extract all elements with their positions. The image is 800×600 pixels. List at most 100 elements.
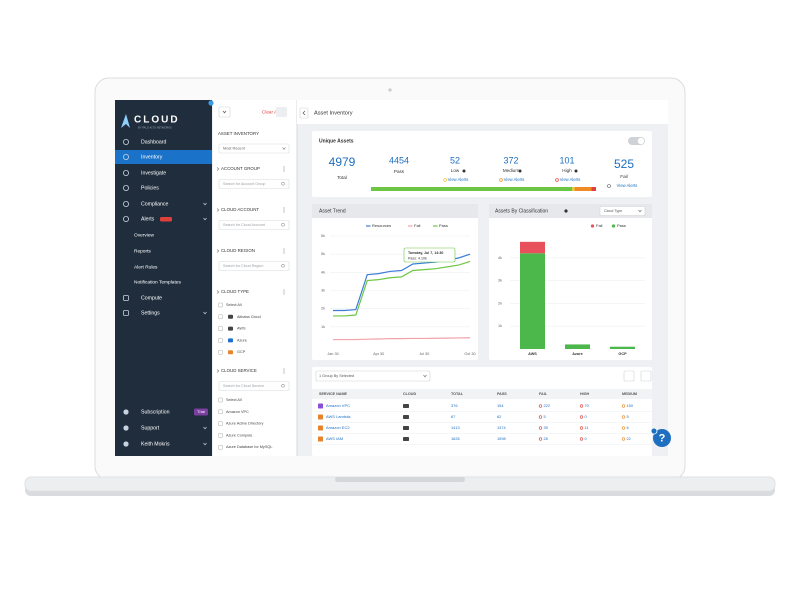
chevron-icon	[638, 209, 642, 213]
nav-icon	[123, 425, 129, 431]
view-alerts-link[interactable]: View Alerts	[448, 177, 469, 182]
clear-all[interactable]: Clear All	[262, 110, 279, 115]
group-by-select[interactable]	[315, 370, 431, 382]
checkbox[interactable]	[218, 326, 223, 331]
column-header: PASS	[497, 392, 507, 396]
metric-value: 4454	[389, 155, 409, 165]
y-tick-label: 2k	[498, 301, 502, 305]
trend-card	[312, 204, 478, 360]
cloud-icon	[228, 326, 233, 331]
search-placeholder: Search for Account Group	[223, 182, 265, 186]
service-name[interactable]: Amazon VPC	[326, 403, 350, 408]
nav-item[interactable]: Alerts	[141, 216, 155, 222]
nav-item[interactable]: Policies	[141, 185, 159, 191]
summary-bar-segment	[591, 187, 596, 191]
nav-item[interactable]: Investigate	[141, 170, 166, 176]
chevron-icon	[282, 147, 286, 150]
group-by-text: 1 Group By Selected	[319, 374, 354, 378]
checkbox[interactable]	[218, 421, 223, 426]
y-tick-label: 4k	[321, 270, 325, 274]
severity-icon	[579, 426, 584, 430]
checkbox[interactable]	[218, 409, 223, 415]
search-box[interactable]	[218, 261, 290, 271]
severity-icon	[555, 178, 559, 182]
summary-title: Unique Assets	[319, 138, 354, 144]
table-tool-button[interactable]	[640, 370, 652, 382]
legend-swatch	[611, 224, 616, 228]
search-box[interactable]	[218, 220, 290, 230]
dropdown-button[interactable]	[218, 106, 231, 118]
info-icon	[462, 169, 466, 173]
cell-count: 6	[627, 425, 629, 430]
table-tool-button[interactable]	[623, 370, 635, 382]
filter-section-title: CLOUD ACCOUNT	[221, 207, 259, 212]
nav-icon	[123, 409, 129, 415]
search-box[interactable]	[218, 381, 290, 391]
checkbox[interactable]	[218, 338, 223, 343]
cell-pass: 1598	[497, 436, 506, 441]
checkbox[interactable]	[218, 397, 223, 403]
kebab-dot	[283, 372, 285, 374]
x-tick-label: GCP	[618, 352, 627, 356]
checkbox[interactable]	[218, 302, 223, 308]
service-name[interactable]: AWS IAM	[326, 436, 343, 441]
search-icon	[281, 383, 285, 388]
trend-line	[333, 260, 471, 317]
cell-total: 67	[451, 414, 455, 419]
nav-item[interactable]: Subscription	[141, 409, 170, 415]
column-header: FAIL	[539, 392, 548, 396]
logo: CLOUD	[134, 115, 180, 126]
legend-label: Pass	[617, 223, 626, 228]
page-title: Asset Inventory	[314, 110, 353, 116]
service-name[interactable]: Amazon EC2	[326, 425, 350, 430]
chevron-icon	[203, 202, 207, 206]
view-alerts-link[interactable]: View Alerts	[560, 177, 581, 182]
section-chevron	[216, 208, 220, 212]
cell-count: 222	[544, 403, 551, 408]
nav-item[interactable]: Compute	[141, 295, 162, 301]
nav-item[interactable]: Keith Mokris	[141, 441, 170, 447]
view-alerts-link[interactable]: View Alerts	[617, 183, 638, 188]
subnav-item[interactable]: Reports	[134, 248, 151, 254]
save-button[interactable]	[276, 107, 287, 117]
severity-icon	[538, 404, 543, 408]
subnav-item[interactable]: Notification Templates	[134, 279, 181, 285]
trend-line	[333, 337, 471, 341]
subnav-item[interactable]: Overview	[134, 232, 155, 238]
view-alerts-link[interactable]: View Alerts	[504, 177, 525, 182]
metric-label: High	[562, 168, 572, 173]
filter-section-title: CLOUD SERVICE	[221, 368, 257, 373]
subnav-item[interactable]: Alert Rules	[134, 264, 158, 270]
nav-item[interactable]: Settings	[141, 310, 160, 316]
nav-item[interactable]: Dashboard	[141, 139, 166, 145]
chart-dropdown[interactable]	[599, 206, 646, 216]
filter-heading: ASSET INVENTORY	[218, 131, 259, 136]
checkbox[interactable]	[218, 314, 223, 320]
cell-count: 22	[627, 436, 631, 441]
summary-bar-segment	[572, 187, 575, 191]
service-name[interactable]: AWS Lambda	[326, 414, 351, 419]
nav-item[interactable]: Inventory	[141, 154, 163, 160]
nav-icon	[123, 138, 130, 145]
nav-item[interactable]: Support	[141, 425, 160, 431]
checkbox[interactable]	[218, 444, 223, 450]
tooltip-text: Tuesday, Jul 7, 14:30	[408, 251, 443, 255]
kebab-dot	[283, 248, 285, 250]
metric-label: Pass	[394, 169, 405, 174]
checkbox[interactable]	[218, 349, 223, 355]
kebab-dot	[283, 207, 285, 209]
sort-select[interactable]	[218, 143, 290, 154]
checkbox[interactable]	[218, 433, 223, 438]
help-icon[interactable]: ?	[659, 432, 666, 444]
help-button[interactable]	[653, 429, 671, 447]
notification-dot	[208, 100, 214, 106]
x-tick-label: Apr 30	[373, 352, 384, 356]
sort-text: Most Recent	[223, 146, 246, 151]
collapse-button[interactable]	[299, 107, 309, 119]
chevron-icon	[203, 442, 207, 446]
nav-item[interactable]: Compliance	[141, 201, 169, 207]
nav-icon	[123, 295, 129, 301]
filter-option: Azure	[237, 338, 247, 342]
service-icon	[318, 436, 323, 442]
search-box[interactable]	[218, 179, 290, 189]
